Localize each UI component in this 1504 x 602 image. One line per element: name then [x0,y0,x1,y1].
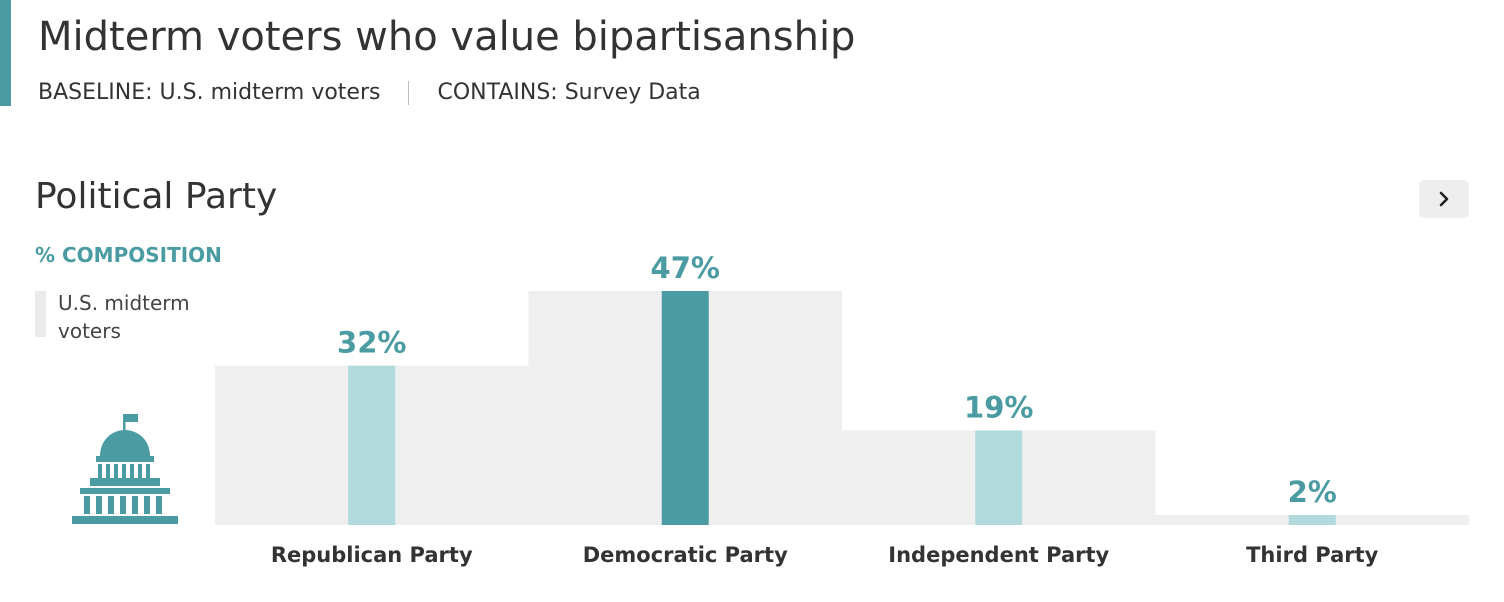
category-label: Democratic Party [583,543,788,567]
capitol-building-icon [72,414,178,524]
bar[interactable] [348,365,396,525]
category-label: Independent Party [888,543,1109,567]
meta-info: BASELINE: U.S. midterm voters CONTAINS: … [38,80,701,105]
legend-swatch [35,291,46,337]
bar[interactable] [661,291,709,525]
legend-label: U.S. midterm voters [58,291,190,343]
next-button[interactable] [1419,180,1469,218]
chevron-right-icon [1439,191,1449,207]
section-title: Political Party [35,176,278,217]
data-label: 32% [337,326,406,360]
bar[interactable] [1288,515,1336,525]
contains-label: CONTAINS: Survey Data [437,80,701,105]
category-label: Republican Party [271,543,473,567]
accent-bar [0,0,11,106]
baseline-label: BASELINE: U.S. midterm voters [38,80,381,105]
data-label: 2% [1288,475,1337,509]
data-label: 47% [651,251,720,285]
measure-label: % COMPOSITION [35,243,222,267]
page-title: Midterm voters who value bipartisanship [38,14,856,60]
legend: U.S. midterm voters [35,291,218,345]
data-label: 19% [964,390,1033,424]
category-label: Third Party [1246,543,1379,567]
meta-divider [408,80,410,105]
bar[interactable] [975,430,1023,525]
